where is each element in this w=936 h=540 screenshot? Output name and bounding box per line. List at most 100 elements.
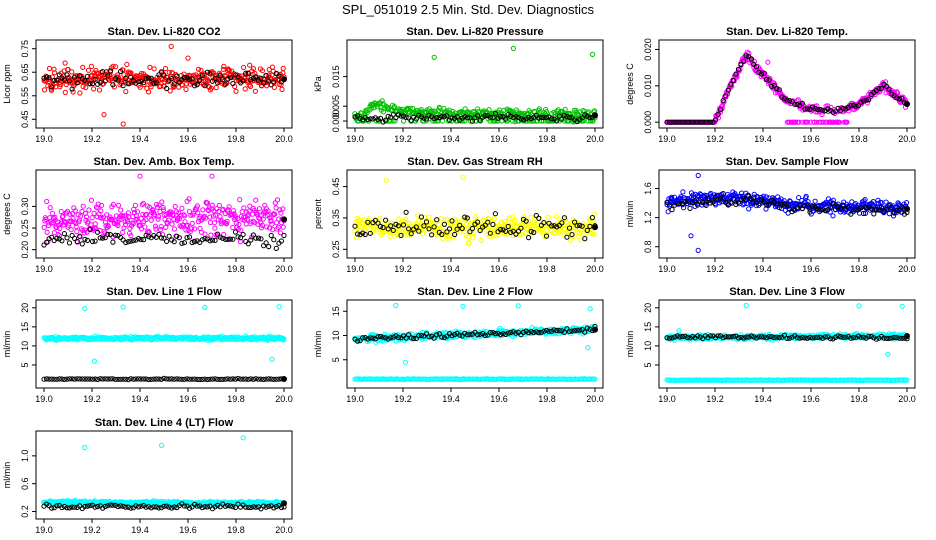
data-point: [280, 65, 286, 72]
data-points: [41, 173, 287, 251]
data-point: [80, 64, 86, 70]
data-point: [226, 67, 232, 74]
data-point-black: [125, 239, 131, 245]
data-point: [545, 214, 551, 220]
plot-frame: [346, 299, 604, 389]
data-point: [93, 225, 99, 231]
y-tick-label: 20: [20, 303, 30, 313]
y-tick-label: 1.6: [643, 182, 653, 195]
data-point: [213, 85, 219, 91]
x-tick-label: 19.0: [35, 525, 53, 535]
data-point: [186, 196, 192, 202]
data-point-black: [120, 237, 126, 243]
data-point-outlier: [91, 358, 98, 364]
data-point: [49, 87, 55, 93]
data-point-black: [858, 99, 864, 105]
x-tick-label: 20.0: [275, 264, 293, 274]
data-point-black: [135, 236, 142, 242]
data-point: [805, 119, 811, 125]
data-point: [120, 229, 126, 235]
data-point-black: [217, 234, 223, 240]
data-point-black: [240, 78, 246, 84]
data-point-black: [273, 245, 279, 251]
data-point-black: [202, 83, 208, 89]
data-point: [160, 207, 167, 213]
data-point-black: [271, 237, 277, 243]
data-point: [830, 213, 836, 219]
data-point: [238, 227, 244, 233]
data-point: [751, 58, 758, 65]
data-point-black: [143, 75, 149, 81]
chart-title: Stan. Dev. Amb. Box Temp.: [94, 156, 235, 168]
x-tick-label: 19.8: [538, 134, 556, 144]
data-point: [58, 209, 64, 215]
data-point: [135, 76, 141, 82]
data-point: [67, 211, 73, 217]
data-point-black: [100, 69, 106, 75]
data-points: [41, 43, 287, 127]
plot-frame: [35, 169, 293, 259]
data-point: [96, 87, 103, 93]
data-point-black: [743, 53, 749, 59]
data-point: [195, 66, 202, 72]
data-point: [188, 226, 195, 232]
data-point: [155, 216, 161, 222]
data-point: [142, 224, 148, 230]
x-tick-label: 19.2: [394, 134, 412, 144]
data-point-black: [579, 115, 585, 121]
data-point-black: [174, 73, 180, 79]
y-tick-label: 0.75: [20, 40, 30, 58]
data-point-black: [41, 75, 47, 81]
data-point: [185, 222, 191, 228]
data-point: [132, 202, 138, 208]
data-point-black: [74, 238, 80, 245]
data-point-black: [771, 83, 777, 89]
chart-title: Stan. Dev. Sample Flow: [726, 156, 849, 168]
x-tick-label: 19.2: [83, 264, 101, 274]
data-points: [41, 304, 287, 383]
data-point: [436, 222, 442, 228]
data-point-black: [462, 114, 468, 120]
data-point: [250, 218, 256, 224]
data-point-black: [130, 238, 136, 244]
data-point-black: [87, 226, 93, 232]
data-point-black: [861, 98, 867, 104]
data-point: [101, 214, 107, 220]
data-point: [152, 223, 158, 229]
data-point: [206, 205, 212, 211]
y-tick-label: 0.45: [20, 111, 30, 129]
data-point-black: [49, 84, 55, 90]
data-point-outlier: [185, 55, 191, 61]
data-point: [420, 231, 426, 237]
data-point-black: [687, 205, 693, 211]
data-point: [895, 90, 901, 96]
data-point-black: [441, 114, 447, 120]
data-point: [98, 208, 104, 214]
data-point: [105, 223, 112, 229]
data-point: [187, 81, 193, 87]
data-point-black: [809, 104, 816, 110]
data-point: [65, 66, 71, 73]
data-point: [194, 203, 200, 209]
data-point: [220, 206, 226, 212]
data-points: [352, 174, 598, 246]
data-point-black: [217, 73, 223, 79]
data-point-black: [84, 237, 91, 243]
y-axis-label: percent: [313, 198, 323, 229]
data-point: [377, 215, 383, 221]
data-point-black: [84, 73, 91, 80]
data-point: [56, 233, 63, 239]
data-point-outlier: [515, 303, 521, 309]
data-point-black: [89, 81, 96, 87]
data-point-black: [69, 232, 75, 239]
x-tick-label: 20.0: [275, 134, 293, 144]
data-point: [83, 214, 90, 220]
x-tick-label: 19.6: [179, 525, 197, 535]
data-point-black: [258, 236, 264, 242]
data-point-black: [171, 81, 177, 87]
data-point-black: [669, 207, 675, 213]
data-point: [247, 83, 254, 90]
data-point-black: [876, 85, 882, 92]
data-point-outlier: [209, 173, 215, 179]
